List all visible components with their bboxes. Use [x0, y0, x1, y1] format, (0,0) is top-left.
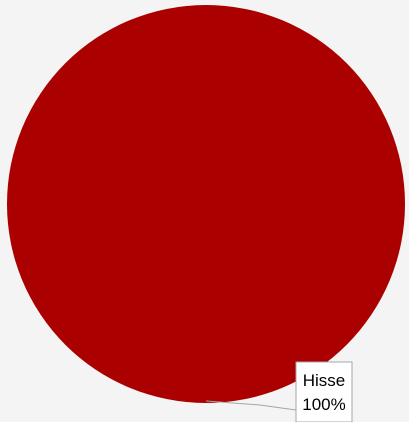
data-labels-layer: Hisse 100% — [205, 361, 353, 422]
leader-line — [205, 400, 297, 411]
slices-layer — [7, 5, 405, 403]
data-label-category: Hisse — [303, 371, 346, 390]
data-label-box — [295, 361, 353, 422]
data-label-percent: 100% — [302, 395, 345, 414]
pie-slice-hisse — [7, 5, 405, 403]
